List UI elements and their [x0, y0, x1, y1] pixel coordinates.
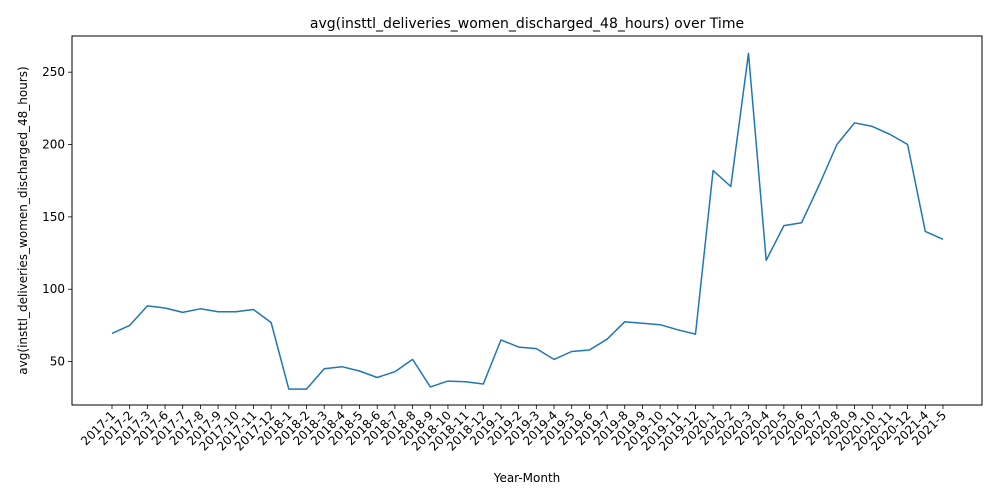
y-axis: 50 100 150 200 250 — [42, 65, 72, 369]
x-axis: 2017-12017-22017-32017-62017-72017-82017… — [78, 405, 949, 454]
series-line — [111, 52, 944, 390]
y-tick-label: 100 — [42, 282, 65, 296]
plot-area-frame — [71, 35, 983, 406]
y-axis-label: avg(insttl_deliveries_women_discharged_4… — [16, 66, 30, 374]
chart-title: avg(insttl_deliveries_women_discharged_4… — [310, 16, 744, 32]
y-tick-label: 200 — [42, 138, 65, 152]
y-tick-label: 50 — [50, 355, 65, 369]
x-axis-label: Year-Month — [493, 471, 561, 485]
y-tick-label: 250 — [42, 65, 65, 79]
y-tick-label: 150 — [42, 210, 65, 224]
